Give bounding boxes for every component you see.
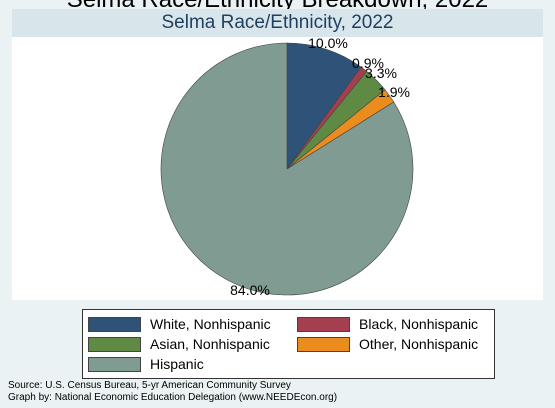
legend-item: Other, Nonhispanic: [297, 334, 478, 354]
legend-label: White, Nonhispanic: [150, 316, 271, 332]
pie-slice-hispanic: [160, 42, 414, 296]
pie-slice-white-nonhispanic: [286, 42, 362, 170]
slice-label: 10.0%: [308, 37, 348, 51]
source-note: Source: U.S. Census Bureau, 5-yr America…: [8, 380, 337, 404]
legend-label: Hispanic: [150, 356, 204, 372]
legend-label: Black, Nonhispanic: [359, 316, 479, 332]
slice-label: 1.9%: [378, 84, 410, 100]
slice-label: 3.3%: [365, 65, 397, 81]
plot-area: 10.0% 0.9% 3.3% 1.9% 84.0%: [12, 37, 543, 300]
legend-swatch: [88, 336, 141, 352]
page-title: Selma Race/Ethnicity Breakdown, 2022: [0, 0, 555, 10]
legend-item: Asian, Nonhispanic: [88, 334, 270, 354]
legend-swatch: [297, 336, 350, 352]
legend-item: White, Nonhispanic: [88, 314, 271, 334]
credit-line: Graph by: National Economic Education De…: [8, 392, 338, 403]
legend-label: Asian, Nonhispanic: [150, 336, 270, 352]
legend-swatch: [88, 316, 141, 332]
legend-item: Black, Nonhispanic: [297, 314, 478, 334]
legend-swatch: [88, 356, 141, 372]
legend-label: Other, Nonhispanic: [359, 336, 479, 352]
source-line: Source: U.S. Census Bureau, 5-yr America…: [8, 380, 291, 391]
chart-title: Selma Race/Ethnicity, 2022: [161, 12, 394, 33]
legend-swatch: [297, 316, 350, 332]
legend-item: Hispanic: [88, 354, 204, 374]
slice-label: 0.9%: [352, 55, 384, 71]
chart-title-band: [12, 9, 543, 37]
slice-label: 84.0%: [230, 282, 270, 298]
legend: White, Nonhispanic Black, Nonhispanic Asia…: [82, 309, 495, 379]
pie-chart: 10.0% 0.9%3.3% 1.9% 84.0%: [160, 37, 414, 298]
